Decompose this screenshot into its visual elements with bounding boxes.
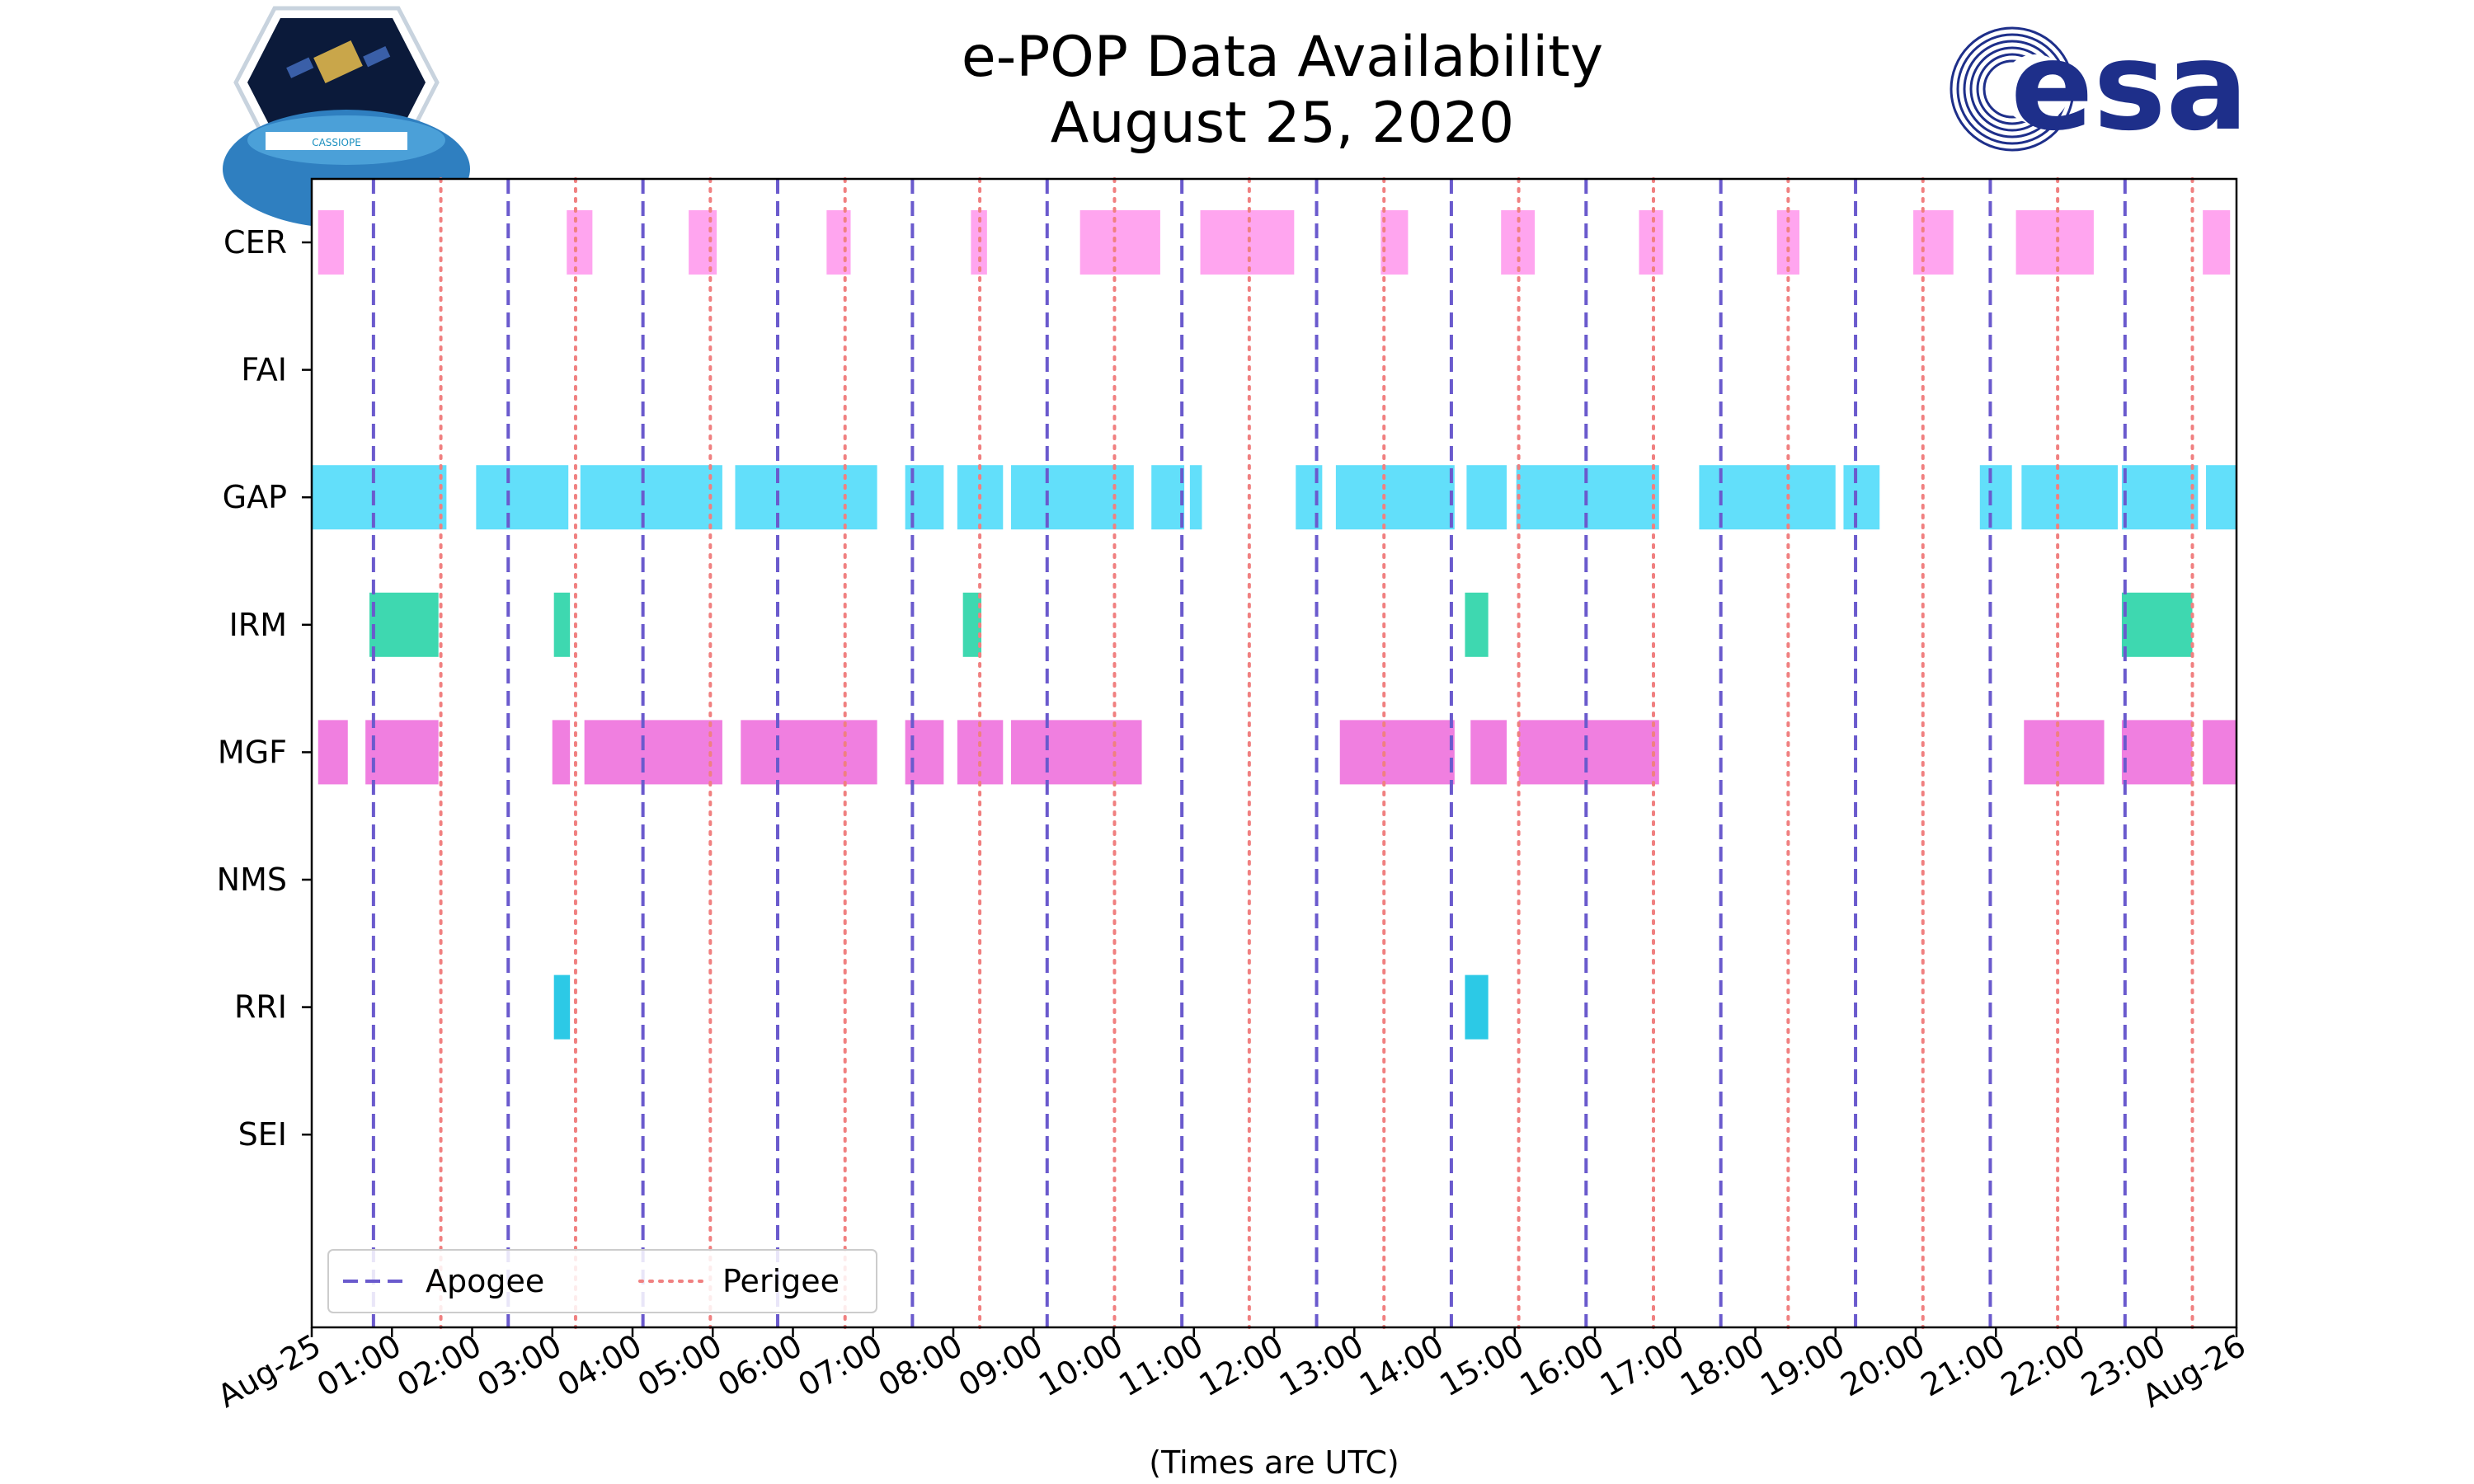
x-tick-label-15: 15:00 xyxy=(1433,1327,1530,1404)
bar-gap-4 xyxy=(735,465,877,530)
bar-mgf-3 xyxy=(552,720,571,785)
plot-area: CER FAI GAP IRM MGF NMS RRI SEI Aug-2501:0002:00… xyxy=(211,177,2252,1415)
legend-label-perigee: Perigee xyxy=(722,1263,840,1299)
bar-gap-2 xyxy=(476,465,569,530)
chart-title-line1: e-POP Data Availability xyxy=(962,25,1603,90)
bar-mgf-8 xyxy=(1011,720,1142,785)
x-tick-label-14: 14:00 xyxy=(1353,1327,1450,1404)
bar-mgf-5 xyxy=(741,720,877,785)
x-tick-label-19: 19:00 xyxy=(1754,1327,1851,1404)
bar-mgf-10 xyxy=(1470,720,1507,785)
bar-gap-1 xyxy=(312,465,447,530)
bar-gap-3 xyxy=(580,465,722,530)
x-tick-label-2: 02:00 xyxy=(391,1327,487,1404)
bar-gap-12 xyxy=(1466,465,1507,530)
bar-cer-12 xyxy=(1913,210,1954,275)
bar-cer-13 xyxy=(2015,210,2094,275)
x-tick-label-9: 09:00 xyxy=(952,1327,1049,1404)
cassiope-logo-text: CASSIOPE xyxy=(312,137,361,148)
y-tick-label-nms: NMS xyxy=(217,862,287,898)
bar-gap-8 xyxy=(1151,465,1185,530)
bar-mgf-11 xyxy=(1518,720,1659,785)
y-tick-label-gap: GAP xyxy=(223,479,287,515)
bar-mgf-12 xyxy=(2024,720,2105,785)
esa-swirl-icon xyxy=(1950,26,2075,152)
bar-gap-17 xyxy=(2021,465,2119,530)
x-tick-label-0: Aug-25 xyxy=(211,1327,327,1415)
satellite-icon xyxy=(286,40,391,83)
y-tick-label-sei: SEI xyxy=(238,1116,287,1153)
x-tick-label-10: 10:00 xyxy=(1032,1327,1129,1404)
x-tick-label-13: 13:00 xyxy=(1273,1327,1370,1404)
y-tick-label-fai: FAI xyxy=(241,352,287,388)
bar-cer-6 xyxy=(1079,210,1160,275)
bar-cer-7 xyxy=(1200,210,1295,275)
bar-gap-11 xyxy=(1335,465,1455,530)
x-tick-label-22: 22:00 xyxy=(1995,1327,2091,1404)
bar-mgf-2 xyxy=(365,720,439,785)
bar-cer-3 xyxy=(689,210,717,275)
x-tick-label-5: 05:00 xyxy=(632,1327,728,1404)
esa-logo: esa xyxy=(1950,16,2248,157)
y-tick-label-irm: IRM xyxy=(229,607,287,643)
bar-cer-1 xyxy=(317,210,344,275)
bar-gap-15 xyxy=(1843,465,1880,530)
bar-mgf-1 xyxy=(317,720,348,785)
x-tick-label-8: 08:00 xyxy=(872,1327,969,1404)
x-tick-label-18: 18:00 xyxy=(1674,1327,1771,1404)
bar-rri-1 xyxy=(553,974,571,1040)
bar-gap-16 xyxy=(1979,465,2012,530)
y-tick-label-cer: CER xyxy=(223,224,287,261)
bar-mgf-13 xyxy=(2121,720,2193,785)
legend-box xyxy=(327,1249,877,1313)
x-tick-label-4: 04:00 xyxy=(552,1327,648,1404)
bar-cer-4 xyxy=(826,210,851,275)
y-tick-label-mgf: MGF xyxy=(218,734,287,770)
y-tick-label-rri: RRI xyxy=(234,989,287,1026)
x-tick-label-21: 21:00 xyxy=(1915,1327,2011,1404)
bar-cer-10 xyxy=(1639,210,1663,275)
bar-irm-2 xyxy=(553,592,571,657)
bar-irm-4 xyxy=(1465,592,1489,657)
bar-gap-9 xyxy=(1189,465,1202,530)
bar-mgf-6 xyxy=(905,720,944,785)
x-tick-label-20: 20:00 xyxy=(1835,1327,1931,1404)
chart-title-line2: August 25, 2020 xyxy=(1051,91,1514,156)
bar-irm-5 xyxy=(2121,592,2193,657)
x-tick-label-17: 17:00 xyxy=(1594,1327,1691,1404)
bar-mgf-14 xyxy=(2203,720,2236,785)
x-tick-label-6: 06:00 xyxy=(712,1327,808,1404)
cassiope-logo: CASSIOPE xyxy=(223,6,470,228)
bar-irm-1 xyxy=(369,592,439,657)
x-tick-label-11: 11:00 xyxy=(1112,1327,1209,1404)
x-tick-label-12: 12:00 xyxy=(1193,1327,1290,1404)
bar-cer-14 xyxy=(2203,210,2231,275)
legend-label-apogee: Apogee xyxy=(426,1263,544,1299)
bar-irm-3 xyxy=(962,592,982,657)
x-tick-label-16: 16:00 xyxy=(1514,1327,1611,1404)
x-tick-label-1: 01:00 xyxy=(311,1327,407,1404)
bar-gap-18 xyxy=(2121,465,2199,530)
bar-rri-2 xyxy=(1465,974,1489,1040)
bar-cer-5 xyxy=(971,210,987,275)
bar-gap-19 xyxy=(2206,465,2236,530)
x-tick-label-7: 07:00 xyxy=(792,1327,888,1404)
bar-mgf-4 xyxy=(584,720,722,785)
x-axis-title: (Times are UTC) xyxy=(1149,1444,1399,1481)
bar-cer-2 xyxy=(567,210,593,275)
bar-mgf-9 xyxy=(1339,720,1455,785)
esa-logo-text: esa xyxy=(2011,16,2248,157)
x-tick-label-3: 03:00 xyxy=(471,1327,567,1404)
